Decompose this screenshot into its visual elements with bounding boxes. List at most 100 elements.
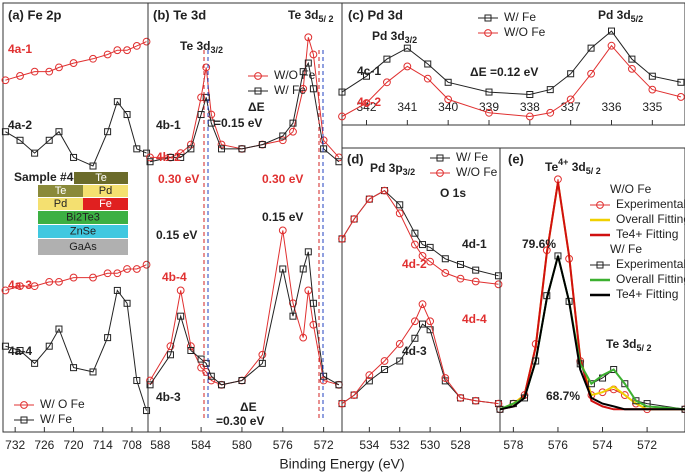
marker — [426, 243, 434, 251]
marker — [143, 407, 151, 415]
marker — [546, 86, 554, 94]
annotation-part: 3/2 — [210, 45, 223, 55]
marker — [319, 136, 328, 145]
marker — [279, 265, 287, 273]
annotation-part: 3/2 — [405, 35, 418, 45]
annotation-part: ΔE — [248, 100, 265, 114]
marker — [278, 136, 287, 145]
series-line — [149, 230, 340, 386]
annotation: ΔE =0.12 eV — [470, 65, 538, 79]
x-tick-label: 338 — [520, 100, 540, 114]
marker — [70, 364, 78, 372]
annotation: 79.6% — [522, 237, 556, 251]
marker — [197, 93, 205, 102]
annotation-part: 4c-1 — [357, 64, 381, 78]
marker — [104, 334, 112, 342]
marker — [123, 299, 131, 307]
annotation-part: ΔE — [240, 400, 257, 414]
marker — [89, 273, 97, 282]
annotation-part: 3/2 — [403, 167, 416, 177]
marker — [423, 74, 432, 83]
marker — [566, 95, 575, 104]
legend-label: Te4+ Fitting — [616, 287, 678, 301]
annotation: 4b-2 — [156, 150, 181, 164]
inset-layer — [38, 185, 83, 197]
annotation: Te 3d3/2 — [180, 39, 223, 55]
legend-label: Overall Fitting — [616, 212, 685, 226]
legend-marker — [20, 401, 28, 409]
x-tick-label: 578 — [503, 438, 523, 452]
annotation-part: Pd 3d — [372, 29, 405, 43]
marker — [89, 368, 97, 376]
x-tick-label: 340 — [438, 100, 458, 114]
marker — [55, 325, 63, 333]
marker — [113, 269, 122, 278]
marker — [456, 274, 465, 283]
annotation-part: 4b-2 — [156, 150, 181, 164]
annotation-part: 4a-1 — [8, 42, 32, 56]
marker — [103, 50, 112, 59]
annotation-part: 4+ — [558, 157, 568, 167]
series-line — [149, 251, 340, 386]
marker — [113, 98, 121, 106]
marker — [202, 93, 210, 101]
panel-title: (e) — [508, 151, 524, 166]
marker — [89, 162, 97, 170]
x-tick-label: 339 — [479, 100, 499, 114]
annotation: 4a-2 — [8, 118, 32, 132]
annotation: Te4+ 3d5/ 2 — [545, 157, 601, 176]
marker — [202, 63, 211, 72]
annotation-part: 5/ 2 — [318, 14, 333, 24]
marker — [304, 59, 312, 67]
annotation: Pd 3d3/2 — [372, 29, 417, 45]
series-line — [341, 44, 682, 118]
series-line — [341, 189, 499, 285]
annotation: 0.30 eV — [158, 172, 199, 186]
marker — [424, 60, 432, 68]
series-line — [341, 30, 682, 96]
plot-frame — [499, 147, 685, 433]
x-tick-label: 714 — [93, 438, 113, 452]
marker — [177, 312, 185, 320]
annotation: 4c-2 — [357, 95, 381, 109]
annotation-part: 4d-3 — [402, 344, 427, 358]
legend-label: W/ Fe — [40, 412, 72, 426]
annotation: Pd 3d5/2 — [598, 8, 643, 24]
marker — [104, 128, 112, 136]
marker — [30, 67, 39, 76]
x-tick-label: 576 — [273, 438, 293, 452]
marker — [411, 334, 419, 342]
marker — [258, 350, 267, 359]
marker — [426, 257, 435, 266]
marker — [677, 93, 685, 101]
marker — [419, 241, 427, 249]
annotation: Pd 3p3/2 — [370, 161, 415, 177]
marker — [45, 277, 54, 286]
legend-marker — [254, 87, 262, 95]
marker — [648, 85, 657, 94]
marker — [202, 359, 210, 367]
panel-title: (a) Fe 2p — [8, 7, 62, 22]
legend-marker — [596, 261, 604, 269]
marker — [441, 374, 450, 382]
inset-layer-label: Fe — [99, 198, 112, 210]
annotation-part: 0.15 eV — [262, 210, 303, 224]
marker — [30, 282, 39, 291]
annotation-part: 4a-3 — [8, 278, 32, 292]
annotation: 4b-3 — [156, 390, 181, 404]
marker — [648, 72, 656, 80]
marker — [338, 112, 346, 121]
inset-layer — [38, 239, 128, 255]
marker — [187, 145, 195, 153]
marker — [621, 380, 629, 388]
x-tick-label: 528 — [450, 438, 470, 452]
marker — [419, 320, 427, 328]
annotation-part: 0.30 eV — [262, 172, 303, 186]
marker — [278, 226, 287, 235]
marker — [45, 136, 53, 144]
x-tick-label: 580 — [232, 438, 252, 452]
marker — [1, 342, 9, 350]
marker — [320, 145, 328, 153]
x-tick-label: 572 — [314, 438, 334, 452]
annotation: ΔE — [240, 400, 257, 414]
